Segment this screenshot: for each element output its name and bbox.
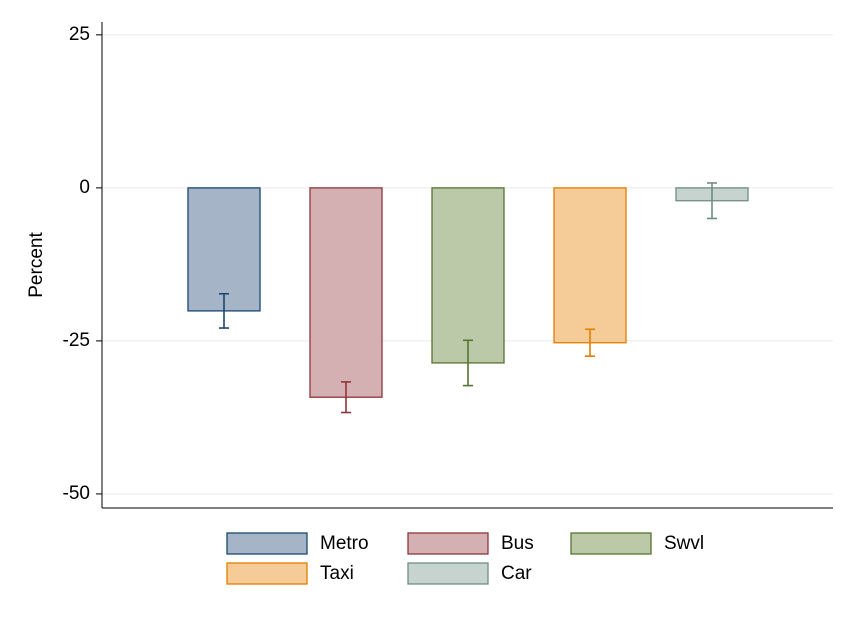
legend-label: Metro — [320, 533, 369, 554]
legend-swatch — [226, 532, 308, 555]
legend-swatch — [407, 562, 489, 585]
legend-label: Car — [501, 563, 532, 584]
legend-swatch — [570, 532, 652, 555]
legend-swatch — [407, 532, 489, 555]
y-tick-label: -25 — [63, 330, 90, 351]
bar — [309, 187, 383, 398]
bar — [187, 187, 261, 312]
legend-label: Bus — [501, 533, 534, 554]
legend-swatch — [226, 562, 308, 585]
y-tick-label: 25 — [69, 24, 90, 45]
legend-label: Swvl — [664, 533, 704, 554]
legend-label: Taxi — [320, 563, 354, 584]
bar — [553, 187, 627, 344]
bar — [431, 187, 505, 364]
y-tick-label: -50 — [63, 483, 90, 504]
y-tick-label: 0 — [79, 177, 90, 198]
y-axis-label: Percent — [26, 232, 47, 298]
